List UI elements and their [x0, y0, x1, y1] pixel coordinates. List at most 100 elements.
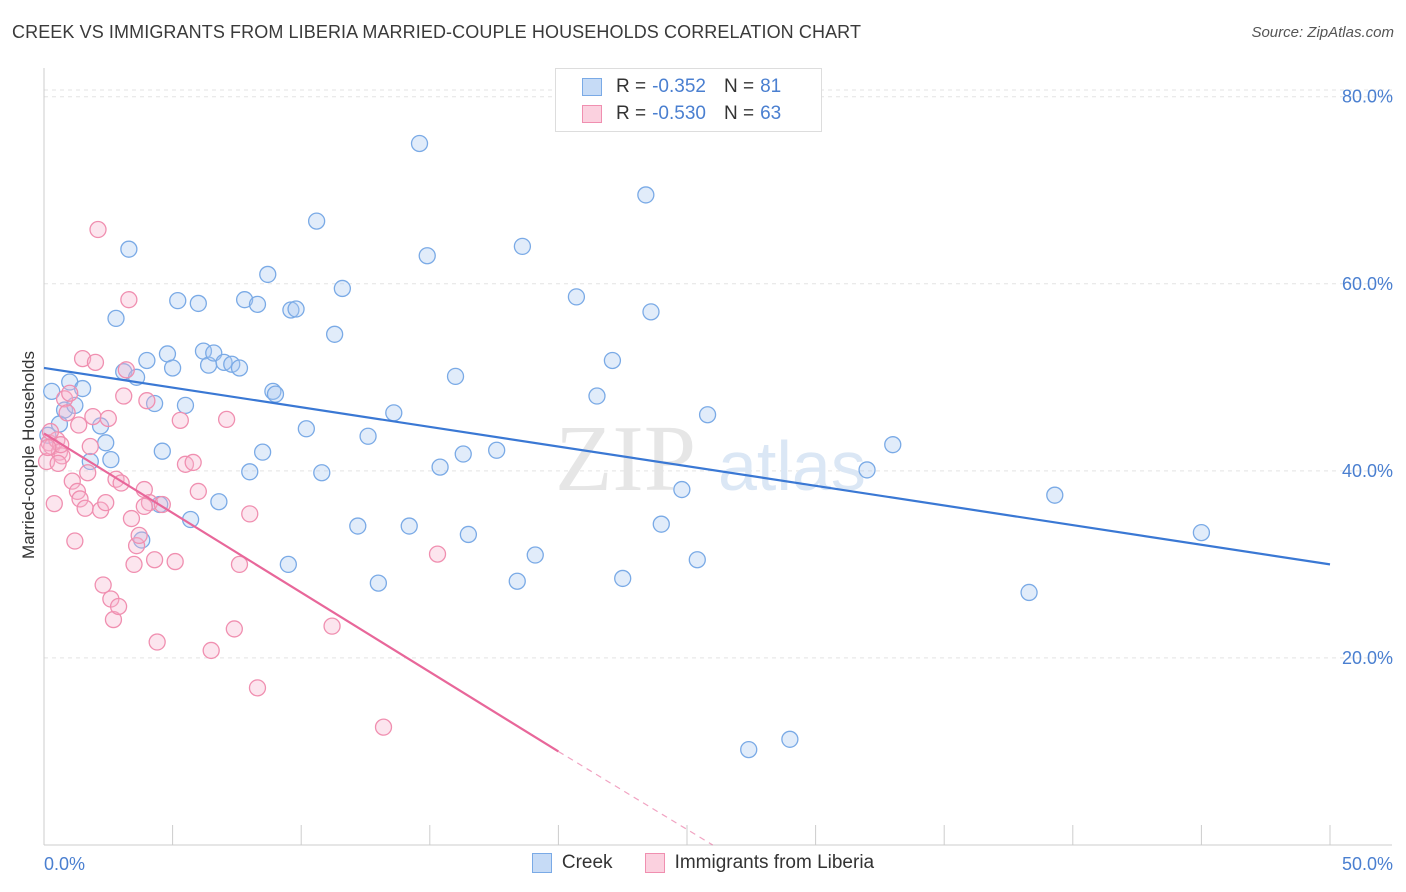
- y-tick-label: 40.0%: [1342, 461, 1393, 481]
- creek-point: [313, 464, 331, 482]
- axes: [43, 68, 1392, 846]
- watermark-atlas: atlas: [718, 427, 866, 505]
- liberia-point: [230, 555, 249, 574]
- creek-point: [325, 325, 344, 343]
- creek-point: [287, 300, 305, 318]
- creek-trendline: [43, 366, 1331, 566]
- creek-point: [259, 265, 277, 284]
- liberia-point: [189, 482, 207, 501]
- legend-item-liberia[interactable]: Immigrants from Liberia: [644, 852, 875, 874]
- legend-r-label: R =: [616, 103, 647, 124]
- legend-n-value: 63: [760, 103, 782, 124]
- creek-point: [614, 569, 632, 588]
- liberia-point: [49, 454, 67, 473]
- liberia-point: [323, 617, 341, 635]
- liberia-point: [241, 505, 259, 523]
- legend-r-label: R =: [616, 76, 647, 97]
- legend-n-label: N =: [723, 76, 755, 97]
- series-legend: Creek Immigrants from Liberia: [0, 852, 1406, 874]
- legend-label-creek: Creek: [561, 852, 613, 873]
- creek-point: [513, 237, 532, 256]
- liberia-trendline-extension: [558, 750, 714, 846]
- creek-point: [333, 279, 352, 298]
- creek-point: [1192, 523, 1211, 542]
- creek-point: [138, 351, 156, 370]
- stats-legend: R = -0.352 N = 81 R = -0.530 N = 63: [555, 68, 822, 132]
- y-tick-label: 60.0%: [1342, 274, 1393, 294]
- creek-point: [107, 309, 125, 328]
- liberia-point: [71, 490, 89, 508]
- creek-point: [781, 730, 799, 748]
- liberia-point: [61, 384, 79, 402]
- liberia-point: [122, 509, 141, 528]
- creek-point: [176, 396, 195, 415]
- liberia-point: [125, 555, 143, 574]
- creek-point: [369, 574, 388, 592]
- creek-point: [588, 387, 606, 405]
- liberia-trendline: [43, 432, 559, 753]
- legend-label-liberia: Immigrants from Liberia: [674, 852, 875, 873]
- watermark: ZIP atlas: [555, 407, 866, 511]
- legend-swatch-liberia: [644, 853, 665, 873]
- liberia-point: [94, 576, 112, 594]
- liberia-point: [79, 464, 97, 482]
- creek-point: [1046, 486, 1064, 504]
- x-tick-label: 50.0%: [1342, 854, 1393, 874]
- liberia-point: [86, 353, 105, 372]
- legend-n-label: N =: [723, 103, 755, 124]
- liberia-point: [117, 361, 135, 379]
- creek-point: [431, 458, 449, 476]
- creek-point: [349, 517, 367, 535]
- liberia-point: [45, 494, 63, 513]
- creek-point: [248, 295, 267, 314]
- y-tick-label: 20.0%: [1342, 648, 1393, 668]
- creek-point: [235, 291, 254, 309]
- trend-lines: [43, 366, 1331, 846]
- creek-point: [169, 291, 187, 310]
- legend-row-creek: R = -0.352 N = 81: [582, 75, 781, 99]
- liberia-point: [184, 453, 202, 472]
- creek-point: [264, 382, 282, 400]
- liberia-point: [127, 537, 146, 555]
- legend-r-value: -0.530: [652, 103, 706, 124]
- creek-point: [673, 480, 691, 499]
- creek-point: [279, 555, 297, 574]
- liberia-point: [120, 291, 138, 309]
- x-tick-label: 0.0%: [44, 854, 85, 874]
- liberia-point: [73, 349, 92, 368]
- liberia-point: [58, 404, 76, 422]
- creek-point: [1020, 583, 1038, 602]
- creek-point: [603, 351, 622, 370]
- creek-point: [454, 445, 472, 463]
- grid-lines: [44, 89, 1392, 659]
- legend-swatch-liberia: [582, 105, 602, 123]
- liberia-point: [99, 409, 117, 428]
- tick-labels: 20.0% 40.0% 60.0% 80.0% 0.0% 50.0%: [44, 87, 1393, 874]
- creek-point: [189, 294, 207, 313]
- liberia-point: [104, 610, 123, 629]
- legend-item-creek[interactable]: Creek: [531, 852, 613, 874]
- creek-point: [73, 379, 92, 398]
- liberia-point: [202, 641, 220, 660]
- creek-point: [253, 443, 272, 461]
- creek-point: [307, 212, 326, 230]
- liberia-point: [225, 620, 243, 638]
- creek-point: [642, 303, 660, 321]
- liberia-point: [115, 387, 133, 405]
- watermark-zip: ZIP: [555, 407, 696, 511]
- creek-point: [97, 434, 115, 452]
- liberia-point: [145, 551, 164, 569]
- creek-point: [446, 367, 465, 386]
- liberia-point: [84, 407, 102, 426]
- liberia-point: [76, 499, 94, 517]
- chart-title: CREEK VS IMMIGRANTS FROM LIBERIA MARRIED…: [12, 22, 862, 42]
- liberia-point: [135, 497, 153, 516]
- creek-point: [282, 301, 300, 319]
- creek-point: [385, 404, 403, 422]
- liberia-point: [217, 410, 236, 429]
- creek-point: [400, 517, 418, 535]
- creek-point: [858, 461, 876, 479]
- creek-point: [230, 359, 249, 377]
- liberia-point: [70, 416, 88, 434]
